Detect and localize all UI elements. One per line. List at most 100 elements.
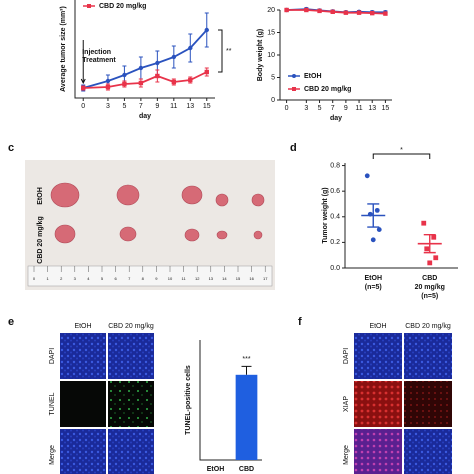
marker [433,255,439,261]
marker [122,72,127,78]
significance: ** [226,48,232,55]
micrograph [404,381,452,427]
ruler-label: 5 [101,276,104,281]
error-bar [241,365,252,375]
x-tick-label: 9 [155,103,159,110]
marker [105,84,111,90]
x-tick-label: 5 [318,105,322,112]
y-axis-label: TUNEL-positive cells [185,365,192,435]
x-tick-label: EtOH [207,466,225,473]
ruler-label: 6 [114,276,117,281]
x-axis-label: day [330,115,342,122]
axis [74,0,215,99]
panel-label: f [298,316,302,328]
ruler-label: 4 [87,276,90,281]
ruler-label: 17 [263,276,268,281]
marker [87,4,91,8]
ruler-label: 15 [236,276,241,281]
marker [364,173,370,179]
micrograph [404,429,452,474]
row-label: DAPI [49,348,56,364]
line [83,71,208,89]
legend-label: CBD 20 mg/kg [304,86,351,93]
legend-label: CBD 20 mg/kg [99,3,146,10]
x-tick-label: 3 [304,105,308,112]
annotation: Injection [82,49,111,56]
micrograph [60,429,106,474]
marker [376,227,382,232]
x-tick-label: CBD [422,275,437,282]
x-tick-label: 0 [81,103,85,110]
y-axis-label: Tumor weight (g) [322,187,329,243]
y-tick-label: 5 [271,74,275,81]
panel-label: e [8,316,14,328]
y-tick-label: 10 [267,52,275,59]
marker [292,74,296,78]
y-tick-label: 0.2 [330,239,340,246]
significance-bracket [372,153,431,159]
marker [317,8,322,14]
row-label: TUNEL [49,392,56,415]
line [82,29,208,89]
legend-label: EtOH [304,73,322,80]
marker [155,60,160,66]
panel-label: d [290,142,297,154]
y-tick-label: 20 [267,7,275,14]
x-tick-label: 15 [382,105,390,112]
marker [171,54,177,60]
marker [138,80,144,86]
marker [292,87,296,91]
ruler-label: 10 [168,276,173,281]
marker [188,77,193,83]
bar [235,374,258,460]
marker [330,9,335,14]
y-tick-label: 0.4 [330,214,340,221]
marker [343,10,349,15]
column-label: CBD 20 mg/kg [405,323,451,330]
significance-bracket [218,29,223,73]
x-tick-label: (n=5) [421,293,438,300]
x-tick-label: CBD [239,466,254,473]
ruler-label: 8 [142,276,145,281]
ruler-label: 12 [195,276,200,281]
marker [204,69,209,75]
micrograph [60,333,106,379]
y-axis-label: Average tumor size (mm³) [60,6,67,92]
row-label: EtOH [37,187,44,205]
marker [81,85,86,91]
marker [284,7,289,13]
ruler-label: 1 [46,276,49,281]
marker [356,10,362,15]
column-label: CBD 20 mg/kg [108,323,154,330]
marker [304,7,309,13]
ruler-label: 2 [60,276,63,281]
x-tick-label: 15 [203,103,211,110]
tumors [50,182,265,244]
ruler-label: 9 [155,276,158,281]
marker [188,45,193,51]
micrograph [108,429,154,474]
ruler-label: 11 [182,276,187,281]
x-tick-label: (n=5) [365,284,382,291]
panel-label: c [8,142,14,154]
ruler-label: 13 [209,276,214,281]
y-tick-label: 0.0 [330,265,340,272]
marker [374,207,380,213]
marker [424,246,430,252]
ruler-label: 3 [74,276,77,281]
marker [105,78,111,84]
x-tick-label: 13 [186,103,194,110]
x-tick-label: 7 [331,105,335,112]
row-label: CBD 20 mg/kg [37,216,44,263]
annotation-arrow [80,40,86,85]
significance: *** [242,356,250,363]
x-tick-label: 9 [344,105,348,112]
micrograph [60,381,106,427]
x-tick-label: 20 mg/kg [415,284,445,291]
ruler-label: 14 [222,276,227,281]
row-label: DAPI [343,348,350,364]
marker [370,237,376,243]
micrograph [354,381,402,427]
ruler-label: 16 [249,276,254,281]
